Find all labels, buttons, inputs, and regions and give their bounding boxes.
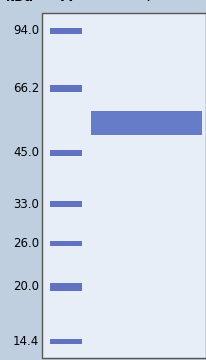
Text: 33.0: 33.0 [13,198,39,211]
Bar [91,111,202,135]
Bar [50,28,82,34]
Bar [50,241,82,246]
Text: 94.0: 94.0 [13,24,39,37]
Text: 20.0: 20.0 [13,280,39,293]
Bar [50,283,82,291]
Text: kDa: kDa [6,0,33,4]
Text: +: + [143,0,154,4]
Bar [42,13,206,358]
Text: 45.0: 45.0 [13,146,39,159]
Text: 66.2: 66.2 [13,82,39,95]
Text: 14.4: 14.4 [13,335,39,348]
Bar [50,338,82,344]
Bar [50,150,82,156]
Text: 26.0: 26.0 [13,237,39,250]
Text: M: M [59,0,73,4]
Bar [50,201,82,207]
Bar [50,85,82,93]
